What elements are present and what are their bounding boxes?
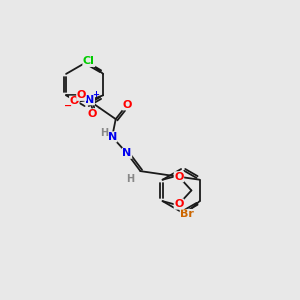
- Text: O: O: [174, 199, 184, 209]
- Text: N: N: [107, 132, 117, 142]
- Text: O: O: [77, 90, 86, 100]
- Text: Br: Br: [180, 209, 194, 220]
- Text: Cl: Cl: [83, 56, 95, 66]
- Text: H: H: [100, 128, 108, 138]
- Text: O: O: [88, 109, 97, 119]
- Text: O: O: [70, 96, 79, 106]
- Text: O: O: [174, 172, 184, 182]
- Text: +: +: [92, 90, 99, 99]
- Text: O: O: [122, 100, 132, 110]
- Text: N: N: [85, 95, 94, 105]
- Text: H: H: [126, 173, 134, 184]
- Text: −: −: [64, 101, 72, 111]
- Text: N: N: [122, 148, 132, 158]
